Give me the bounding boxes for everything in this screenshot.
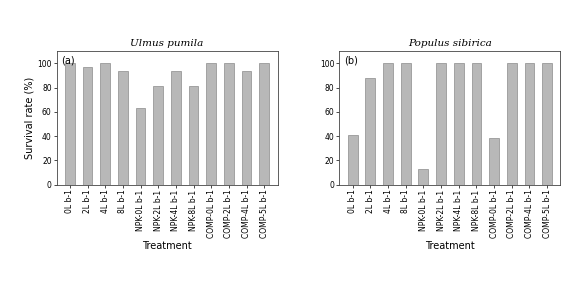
Bar xyxy=(188,86,199,185)
Title: Ulmus pumila: Ulmus pumila xyxy=(130,39,204,47)
Text: (b): (b) xyxy=(344,55,358,65)
Bar xyxy=(383,63,393,185)
Y-axis label: Survival rate (%): Survival rate (%) xyxy=(24,77,35,159)
Bar xyxy=(454,63,464,185)
Bar xyxy=(418,169,428,185)
Bar xyxy=(100,63,110,185)
Bar xyxy=(83,67,92,185)
Text: (a): (a) xyxy=(61,55,75,65)
Bar xyxy=(224,63,234,185)
Bar xyxy=(366,78,375,185)
Bar xyxy=(207,63,216,185)
X-axis label: Treatment: Treatment xyxy=(142,241,192,251)
Bar xyxy=(401,63,410,185)
Bar xyxy=(542,63,552,185)
Bar xyxy=(348,135,358,185)
Bar xyxy=(153,86,163,185)
Bar xyxy=(436,63,446,185)
Bar xyxy=(525,63,534,185)
Bar xyxy=(65,63,75,185)
Bar xyxy=(507,63,517,185)
Bar xyxy=(489,139,499,185)
X-axis label: Treatment: Treatment xyxy=(425,241,475,251)
Bar xyxy=(259,63,269,185)
Bar xyxy=(136,108,145,185)
Bar xyxy=(242,70,251,185)
Bar xyxy=(471,63,481,185)
Bar xyxy=(118,70,128,185)
Bar xyxy=(171,70,181,185)
Title: Populus sibirica: Populus sibirica xyxy=(408,39,492,47)
